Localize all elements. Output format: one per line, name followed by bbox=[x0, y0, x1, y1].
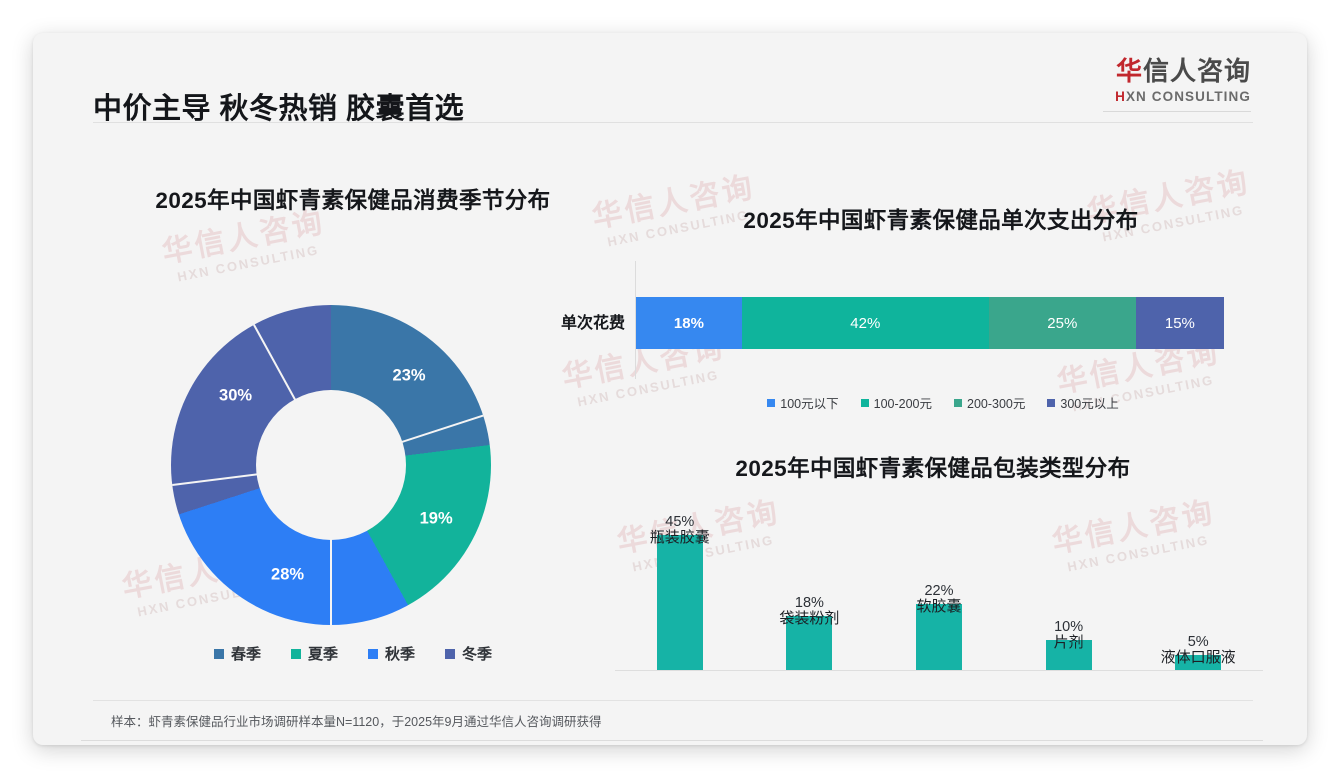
column-bar[interactable] bbox=[1045, 640, 1092, 670]
logo-english: HXN CONSULTING bbox=[1103, 89, 1251, 104]
logo-english-rest: XN CONSULTING bbox=[1125, 89, 1251, 105]
logo-chinese-accent: 华 bbox=[1115, 56, 1143, 86]
legend-swatch-icon bbox=[213, 648, 224, 659]
sample-footnote: 样本：虾青素保健品行业市场调研样本量N=1120，于2025年9月通过华信人咨询… bbox=[111, 715, 602, 729]
donut-slice-divider bbox=[330, 465, 332, 625]
legend-swatch-icon bbox=[954, 398, 962, 407]
column-bar[interactable] bbox=[786, 616, 833, 670]
spend-legend: 100元以下 100-200元 200-300元 300元以上 bbox=[693, 393, 1193, 412]
legend-label: 秋季 bbox=[385, 646, 416, 663]
column-plot-area: 45% 瓶装胶囊 18% 袋装粉剂 22% 软胶囊 10% 片剂 5% 液体口服液 bbox=[615, 511, 1263, 671]
column-baseline bbox=[615, 670, 1263, 671]
legend-item-春季[interactable]: 春季 bbox=[213, 643, 261, 664]
legend-label: 夏季 bbox=[307, 646, 338, 663]
stacked-category-label: 单次花费 bbox=[560, 315, 625, 332]
column-group: 22% 软胶囊 bbox=[875, 583, 1003, 670]
stacked-segment-value: 18% bbox=[673, 314, 704, 332]
legend-swatch-icon bbox=[1047, 398, 1056, 407]
column-bar[interactable] bbox=[916, 604, 962, 670]
legend-item-300元以上[interactable]: 300元以上 bbox=[1047, 393, 1119, 412]
column-value-label: 22% bbox=[924, 583, 954, 599]
legend-swatch-icon bbox=[368, 648, 378, 659]
logo-divider bbox=[1103, 111, 1251, 113]
slide-card: 华信人咨询 HXN CONSULTING 华信人咨询 HXN CONSULTIN… bbox=[33, 33, 1307, 745]
season-distribution-chart: 2025年中国虾青素保健品消费季节分布 23% 19% 28% 30% 春季 夏季 秋季 冬… bbox=[93, 183, 613, 683]
column-group: 45% 瓶装胶囊 bbox=[616, 514, 744, 670]
legend-label: 春季 bbox=[230, 646, 261, 663]
header: 中价主导 秋冬热销 胶囊首选 华信人咨询 HXN CONSULTING bbox=[33, 33, 1307, 125]
legend-item-100元以下[interactable]: 100元以下 bbox=[767, 393, 839, 412]
column-bar[interactable] bbox=[656, 535, 703, 670]
column-category-label: 液体口服液 bbox=[1160, 649, 1236, 666]
legend-label: 200-300元 bbox=[967, 397, 1026, 411]
legend-swatch-icon bbox=[767, 398, 776, 407]
stacked-segment-value: 25% bbox=[1047, 314, 1078, 332]
stacked-axis-line bbox=[635, 261, 636, 379]
column-category-label: 袋装粉剂 bbox=[779, 610, 840, 627]
column-value-label: 45% bbox=[665, 514, 695, 530]
column-value-label: 10% bbox=[1054, 619, 1084, 635]
column-value-label: 18% bbox=[794, 595, 824, 611]
legend-swatch-icon bbox=[290, 648, 301, 659]
legend-label: 100-200元 bbox=[873, 397, 932, 411]
column-group: 5% 液体口服液 bbox=[1134, 634, 1262, 670]
column-group: 18% 袋装粉剂 bbox=[745, 595, 873, 670]
stacked-bar-row: 18% 42% 25% 15% bbox=[636, 297, 1224, 349]
stacked-segment-200-300元[interactable]: 25% bbox=[988, 297, 1136, 349]
column-bar[interactable] bbox=[1175, 655, 1222, 670]
chart-title-season: 2025年中国虾青素保健品消费季节分布 bbox=[155, 188, 551, 213]
legend-swatch-icon bbox=[445, 648, 456, 659]
legend-swatch-icon bbox=[860, 398, 869, 407]
column-category-label: 片剂 bbox=[1053, 634, 1084, 651]
donut-slice-value: 23% bbox=[392, 366, 426, 385]
stacked-segment-300元以上[interactable]: 15% bbox=[1135, 297, 1224, 349]
column-group: 10% 片剂 bbox=[1005, 619, 1133, 670]
legend-item-200-300元[interactable]: 200-300元 bbox=[954, 393, 1025, 412]
brand-logo: 华信人咨询 HXN CONSULTING bbox=[1103, 56, 1251, 113]
donut-slice-value: 19% bbox=[419, 509, 453, 528]
logo-chinese-rest: 信人咨询 bbox=[1142, 56, 1251, 86]
header-divider bbox=[93, 122, 1253, 123]
package-type-chart: 2025年中国虾青素保健品包装类型分布 45% 瓶装胶囊 18% 袋装粉剂 22% 软胶囊… bbox=[603, 451, 1263, 701]
donut-chart: 23% 19% 28% 30% bbox=[171, 305, 491, 625]
logo-english-accent: H bbox=[1115, 89, 1126, 105]
legend-item-夏季[interactable]: 夏季 bbox=[290, 643, 338, 664]
footnote-divider bbox=[93, 700, 1253, 701]
legend-item-冬季[interactable]: 冬季 bbox=[445, 643, 492, 664]
stacked-segment-100元以下[interactable]: 18% bbox=[636, 297, 742, 349]
stacked-segment-100-200元[interactable]: 42% bbox=[741, 297, 989, 349]
legend-label: 300元以上 bbox=[1060, 397, 1119, 411]
footer-divider bbox=[81, 740, 1263, 741]
stacked-segment-value: 42% bbox=[850, 314, 881, 332]
legend-label: 100元以下 bbox=[780, 397, 839, 411]
season-legend: 春季 夏季 秋季 冬季 bbox=[93, 643, 613, 664]
chart-title-package: 2025年中国虾青素保健品包装类型分布 bbox=[735, 456, 1131, 481]
legend-item-100-200元[interactable]: 100-200元 bbox=[860, 393, 932, 412]
logo-chinese: 华信人咨询 bbox=[1103, 56, 1251, 86]
donut-slice-value: 30% bbox=[219, 386, 253, 405]
donut-slice-value: 28% bbox=[271, 565, 305, 584]
page-title: 中价主导 秋冬热销 胶囊首选 bbox=[93, 93, 465, 125]
spend-distribution-chart: 2025年中国虾青素保健品单次支出分布 单次花费 18% 42% 25% 15% 10… bbox=[561, 183, 1249, 433]
column-category-label: 瓶装胶囊 bbox=[649, 529, 710, 546]
column-category-label: 软胶囊 bbox=[916, 598, 962, 615]
stacked-segment-value: 15% bbox=[1164, 314, 1195, 332]
chart-title-spend: 2025年中国虾青素保健品单次支出分布 bbox=[743, 208, 1139, 233]
legend-label: 冬季 bbox=[462, 646, 493, 663]
column-value-label: 5% bbox=[1187, 634, 1209, 650]
legend-item-秋季[interactable]: 秋季 bbox=[368, 643, 415, 664]
